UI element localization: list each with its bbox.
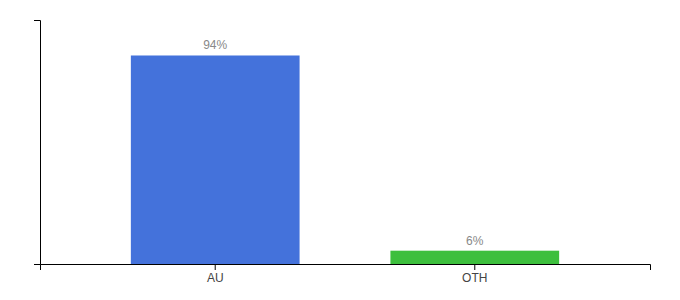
y-axis — [34, 21, 41, 265]
bar — [131, 55, 300, 264]
x-tick: OTH — [462, 264, 487, 285]
chart: 94% 6% AU OTH — [0, 0, 680, 300]
x-tick-mark — [215, 264, 216, 270]
x-tick-mark — [474, 264, 475, 270]
x-axis: AU OTH — [41, 264, 651, 285]
plot: 94% 6% AU OTH — [34, 21, 651, 285]
x-tick-label: OTH — [462, 271, 487, 285]
data-label: 94% — [203, 38, 227, 52]
x-tick-label: AU — [207, 271, 224, 285]
y-axis-line — [34, 21, 41, 265]
data-labels: 94% 6% — [203, 38, 484, 247]
bars — [131, 55, 559, 264]
bar — [390, 251, 559, 264]
x-axis-line — [41, 265, 651, 271]
data-label: 6% — [466, 234, 484, 248]
x-tick: AU — [207, 264, 224, 285]
